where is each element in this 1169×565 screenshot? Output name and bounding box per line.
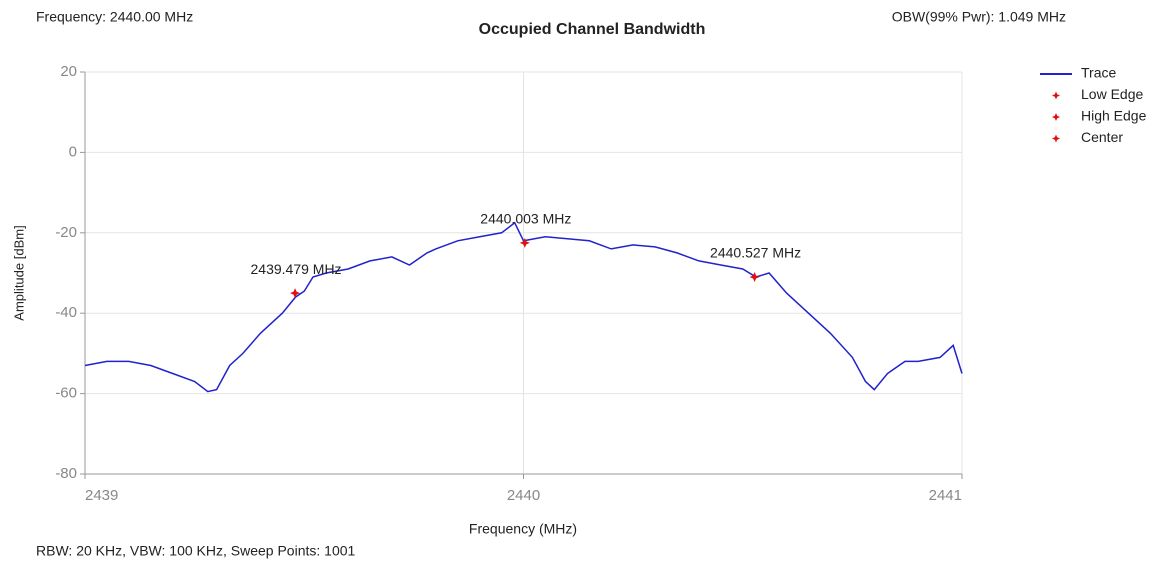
legend-label: High Edge xyxy=(1081,108,1147,124)
legend-swatch xyxy=(1052,134,1060,143)
footer-info: RBW: 20 KHz, VBW: 100 KHz, Sweep Points:… xyxy=(36,543,356,559)
trace-line xyxy=(84,221,963,393)
marker-label: 2440.527 MHz xyxy=(710,245,801,261)
legend-swatch xyxy=(1052,91,1060,100)
x-tick-label: 2439 xyxy=(85,487,118,504)
legend-swatch xyxy=(1052,113,1060,121)
legend-label: Center xyxy=(1081,129,1123,145)
y-tick-label: -60 xyxy=(55,385,77,402)
y-tick-label: -20 xyxy=(55,224,77,241)
edge-marker xyxy=(749,272,760,283)
y-tick-label: 20 xyxy=(60,63,77,80)
y-tick-label: -40 xyxy=(55,304,77,321)
y-tick-label: -80 xyxy=(55,465,77,482)
frequency-info: Frequency: 2440.00 MHz xyxy=(36,9,193,25)
y-tick-label: 0 xyxy=(69,143,77,160)
y-axis-label: Amplitude [dBm] xyxy=(11,225,26,320)
marker-label: 2440.003 MHz xyxy=(480,211,571,227)
x-tick-label: 2441 xyxy=(929,487,962,504)
x-axis-label: Frequency (MHz) xyxy=(469,521,577,537)
edge-marker xyxy=(519,237,530,248)
obw-info: OBW(99% Pwr): 1.049 MHz xyxy=(892,9,1066,25)
chart-title: Occupied Channel Bandwidth xyxy=(479,21,706,38)
legend-label: Trace xyxy=(1081,65,1116,81)
edge-marker xyxy=(290,288,301,299)
marker-label: 2439.479 MHz xyxy=(251,261,342,277)
x-tick-label: 2440 xyxy=(507,487,540,504)
legend-label: Low Edge xyxy=(1081,86,1143,102)
